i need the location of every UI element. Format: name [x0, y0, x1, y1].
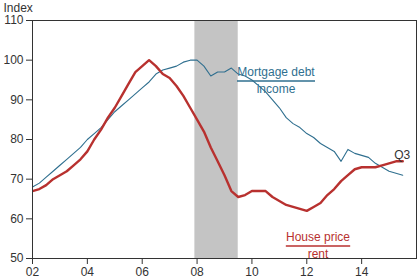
svg-text:Mortgage debt: Mortgage debt — [237, 65, 315, 79]
svg-text:income: income — [257, 82, 296, 96]
svg-text:110: 110 — [4, 13, 23, 27]
svg-text:House price: House price — [286, 230, 350, 244]
svg-text:60: 60 — [10, 212, 24, 226]
svg-text:80: 80 — [10, 132, 24, 146]
svg-text:50: 50 — [10, 251, 24, 265]
svg-text:04: 04 — [81, 265, 95, 279]
svg-text:06: 06 — [136, 265, 150, 279]
svg-text:Index: Index — [4, 1, 33, 15]
svg-text:90: 90 — [10, 93, 24, 107]
svg-text:12: 12 — [300, 265, 314, 279]
svg-text:10: 10 — [245, 265, 259, 279]
svg-text:70: 70 — [10, 172, 24, 186]
svg-text:100: 100 — [3, 53, 23, 67]
svg-text:02: 02 — [26, 265, 40, 279]
svg-text:14: 14 — [355, 265, 369, 279]
svg-text:Q3: Q3 — [394, 148, 410, 162]
svg-text:08: 08 — [190, 265, 204, 279]
svg-text:rent: rent — [308, 247, 329, 261]
